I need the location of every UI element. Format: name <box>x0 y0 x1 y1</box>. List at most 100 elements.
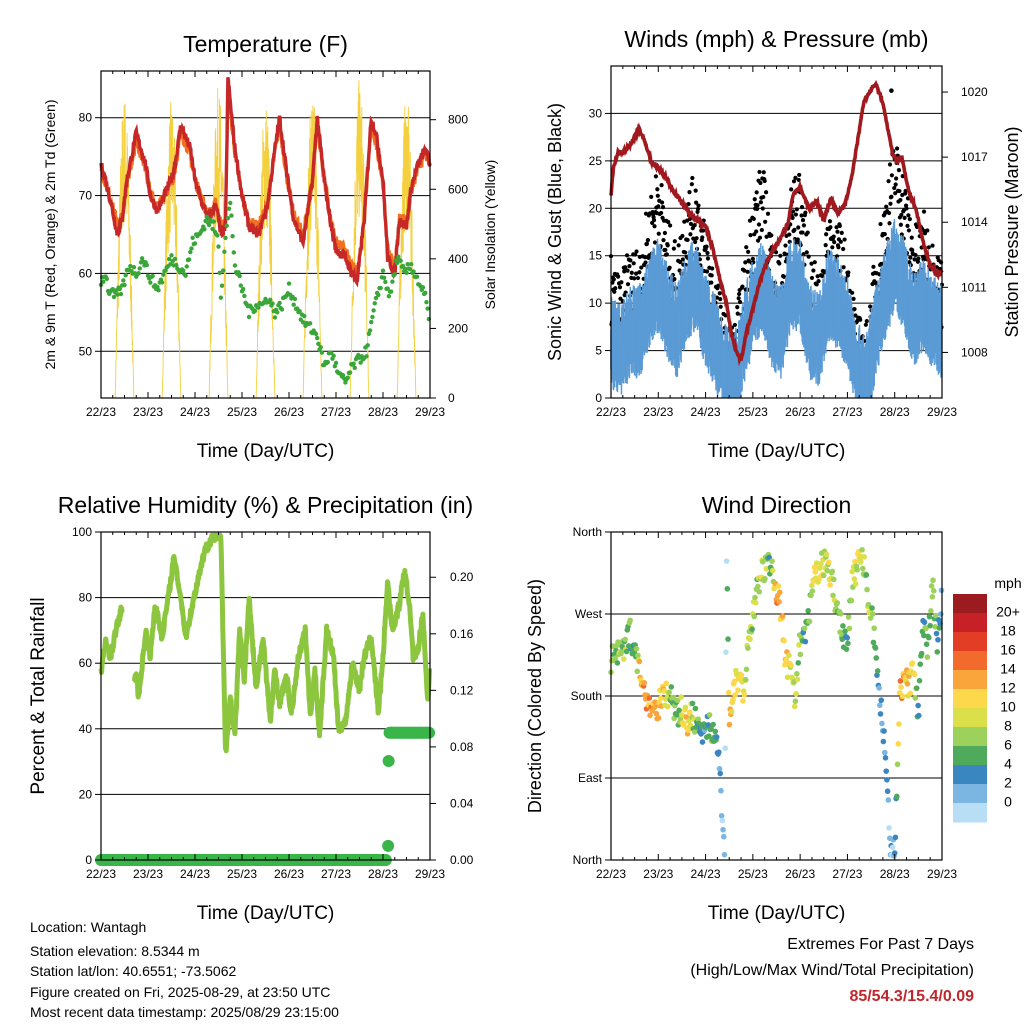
gust-point <box>902 215 907 221</box>
direction-point <box>657 695 664 701</box>
gust-point <box>613 286 618 291</box>
rh-y2tick-label: 0.04 <box>450 796 474 810</box>
temp-ytick-label: 50 <box>79 344 93 358</box>
gust-point <box>744 245 749 250</box>
gust-point <box>663 247 668 253</box>
direction-point <box>846 625 853 632</box>
gust-point <box>659 200 665 205</box>
gust-point <box>666 219 671 225</box>
dewpoint-point <box>246 314 252 320</box>
speed-legend-swatch <box>953 689 987 709</box>
gust-point <box>653 174 659 179</box>
temp-xlabel: Time (Day/UTC) <box>197 441 335 462</box>
gust-point <box>915 259 920 264</box>
direction-point <box>786 652 792 659</box>
gust-point <box>672 239 677 244</box>
rh-xtick-label: 27/23 <box>321 867 351 881</box>
gust-point <box>746 249 751 254</box>
direction-point <box>627 617 633 624</box>
dewpoint-point <box>325 359 330 365</box>
direction-point <box>756 588 763 595</box>
gust-point <box>665 243 670 248</box>
direction-point <box>820 572 827 579</box>
dewpoint-point <box>238 283 244 288</box>
direction-point <box>797 651 804 658</box>
direction-point <box>692 705 699 712</box>
winds-xtick-label: 25/23 <box>738 405 768 419</box>
rh-ytick-label: 80 <box>79 591 93 605</box>
dewpoint-point <box>270 301 275 306</box>
speed-legend-label: 18 <box>1000 623 1016 639</box>
direction-point <box>927 622 933 629</box>
gust-point <box>695 206 701 211</box>
temp-ytick-label: 60 <box>79 266 93 280</box>
gust-point <box>634 249 639 254</box>
gust-point <box>763 190 769 195</box>
gust-point <box>671 246 676 251</box>
winds-y2tick-label: 1017 <box>961 150 988 164</box>
dewpoint-point <box>369 319 374 325</box>
direction-point <box>647 712 653 719</box>
dewpoint-point <box>183 273 188 278</box>
winds-y2tick-label: 1008 <box>961 345 988 359</box>
direction-point <box>713 734 720 740</box>
direction-point <box>812 569 819 575</box>
gust-point <box>838 239 843 244</box>
dewpoint-point <box>128 263 133 269</box>
direction-point <box>742 676 749 683</box>
speed-legend-swatch <box>953 632 987 652</box>
direction-point <box>917 661 924 667</box>
rh-ytick-label: 60 <box>79 656 93 670</box>
gust-point <box>787 232 792 237</box>
dewpoint-point <box>373 295 379 301</box>
gust-point <box>889 173 894 178</box>
gust-point <box>704 244 709 249</box>
dewpoint-point <box>268 297 273 302</box>
dewpoint-point <box>319 350 325 355</box>
gust-point <box>910 247 915 253</box>
speed-legend-label: 14 <box>1000 661 1016 677</box>
dewpoint-point <box>204 214 209 220</box>
dewpoint-point <box>389 289 394 294</box>
dewpoint-point <box>206 222 212 228</box>
dir-xtick-label: 28/23 <box>880 867 910 881</box>
direction-point <box>735 687 741 693</box>
gust-point <box>815 274 820 279</box>
gust-point <box>660 204 666 210</box>
direction-point <box>885 797 892 803</box>
dewpoint-point <box>403 266 408 272</box>
gust-point <box>631 261 636 266</box>
gust-point <box>831 234 836 239</box>
dewpoint-point <box>144 262 150 268</box>
gust-point <box>864 318 869 324</box>
direction-point <box>682 704 689 711</box>
direction-point <box>794 676 801 683</box>
gust-point <box>905 223 910 228</box>
gust-point <box>805 230 810 235</box>
speed-legend-swatch <box>953 803 987 823</box>
direction-point <box>849 568 855 575</box>
direction-point <box>851 576 858 582</box>
extremes-values: 85/54.3/15.4/0.09 <box>849 988 974 1005</box>
gust-point <box>799 213 804 218</box>
speed-legend-title: mph <box>994 575 1021 591</box>
gust-point <box>913 252 918 258</box>
direction-point <box>889 844 896 851</box>
direction-point <box>869 611 876 617</box>
dewpoint-point <box>371 308 376 313</box>
direction-point <box>871 625 877 632</box>
winds-ytick-label: 15 <box>589 249 603 263</box>
gust-point <box>758 180 763 186</box>
gust-point <box>656 231 661 236</box>
direction-point <box>745 645 751 651</box>
gust-point <box>755 206 760 212</box>
dewpoint-point <box>292 296 298 302</box>
gust-point <box>797 172 802 178</box>
gust-point <box>868 304 873 309</box>
rh-xlabel: Time (Day/UTC) <box>197 903 335 924</box>
direction-point <box>864 586 870 593</box>
gust-point <box>806 254 811 259</box>
gust-point <box>858 317 863 322</box>
rh-xtick-label: 22/23 <box>86 867 116 881</box>
gust-point <box>886 179 891 184</box>
